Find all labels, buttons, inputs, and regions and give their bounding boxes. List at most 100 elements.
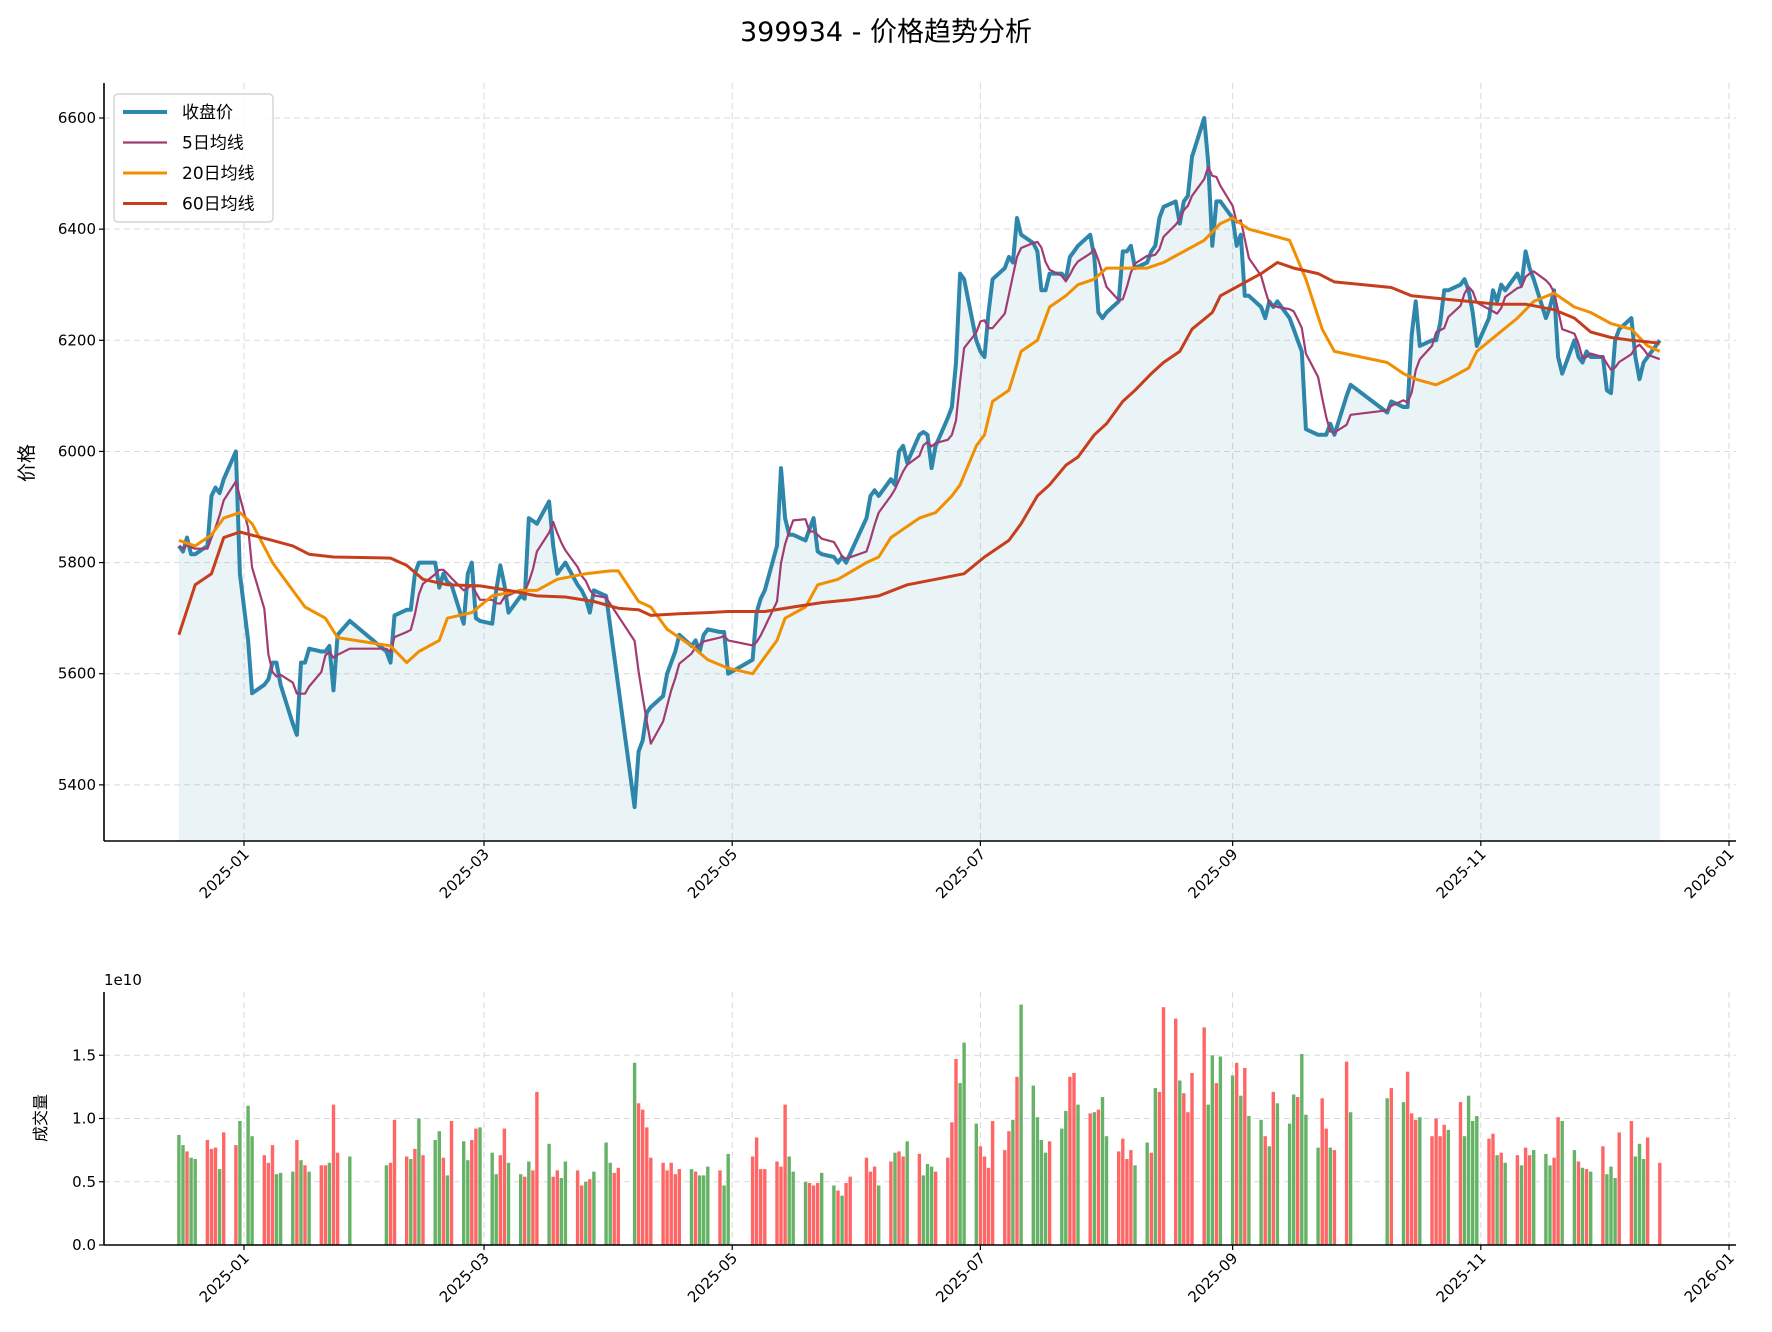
volume-bar [1092,1112,1096,1245]
volume-bar [840,1195,844,1245]
volume-bar [1418,1117,1422,1245]
volume-bar [872,1166,877,1245]
volume-bar [1495,1155,1499,1245]
volume-bar [246,1105,250,1245]
volume-bar [1556,1117,1560,1245]
volume-bar [270,1145,275,1245]
volume-bar [1475,1116,1479,1245]
volume-bar [1544,1153,1548,1245]
volume-bar [950,1122,954,1245]
volume-bar [417,1118,421,1245]
volume-bar [205,1140,210,1245]
volume-bar [319,1165,323,1245]
volume-bar [1064,1110,1068,1245]
volume-bar [1637,1143,1642,1245]
volume-bar [490,1152,494,1245]
volume-offset-label: 1e10 [104,971,142,989]
volume-bar [1263,1136,1267,1245]
volume-bar [929,1166,934,1245]
volume-bar [897,1151,901,1245]
volume-bar [693,1171,698,1245]
volume-bar [1304,1114,1308,1245]
volume-bar [1031,1085,1035,1245]
volume-bar [559,1178,563,1245]
volume-bar [616,1167,620,1245]
volume-bar [1641,1159,1646,1245]
price-y-axis-label: 价格 [16,444,38,482]
volume-bar [864,1157,869,1245]
volume-bar [1267,1146,1271,1245]
volume-bar [1015,1076,1019,1245]
price-y-tick-label: 6200 [58,331,96,349]
volume-bar [1499,1152,1503,1245]
volume-bar [1259,1119,1263,1245]
volume-bar [946,1157,950,1245]
volume-bar [1218,1056,1223,1245]
volume-bar [209,1148,214,1245]
volume-bar [1438,1136,1442,1245]
volume-bar [1100,1097,1105,1245]
volume-bar [807,1183,812,1245]
volume-bar [1190,1073,1194,1245]
volume-bar [1182,1093,1186,1245]
volume-bar [523,1176,527,1245]
volume-bar [754,1137,759,1245]
volume-bar [262,1155,266,1245]
volume-bar [1617,1132,1621,1245]
volume-bar [323,1165,328,1245]
volume-bar [787,1156,791,1245]
volume-bar [189,1157,193,1245]
volume-bar [1047,1141,1052,1245]
volume-bar [893,1152,897,1245]
volume-bar [413,1148,417,1245]
volume-bar [405,1156,409,1245]
volume-bar [990,1121,995,1245]
volume-bar [1320,1098,1324,1245]
volume-bar [677,1169,681,1245]
volume-bar [811,1185,816,1245]
legend-label-ma5: 5日均线 [182,134,244,154]
volume-bar [449,1121,454,1245]
volume-y-tick-label: 1.5 [72,1046,96,1064]
volume-bar [844,1183,848,1245]
volume-bar [763,1169,767,1245]
ma20-line [178,216,1661,676]
price-y-tick-label: 5600 [58,665,96,683]
volume-bar [775,1161,779,1245]
volume-bar [1133,1165,1137,1245]
volume-bar [1601,1146,1605,1245]
volume-bar [234,1145,238,1245]
volume-bar [441,1157,446,1245]
volume-y-tick-label: 0.0 [72,1236,96,1254]
volume-bar [527,1161,531,1245]
volume-y-axis-label: 成交量 [31,1094,50,1142]
volume-bar [563,1161,568,1245]
volume-bar [921,1175,926,1245]
volume-bar [816,1183,820,1245]
volume-bar [1043,1152,1048,1245]
volume-bar [877,1185,881,1245]
volume-bar [222,1132,226,1245]
volume-bar [181,1145,185,1245]
volume-bar [478,1127,482,1245]
price-y-tick-label: 6400 [58,220,96,238]
volume-bar [820,1172,824,1245]
volume-bar [274,1174,279,1245]
volume-bar [1060,1128,1064,1245]
volume-bar [1344,1061,1349,1245]
volume-bar [1462,1136,1467,1245]
volume-bar [608,1162,612,1245]
volume-bar [1019,1004,1023,1245]
volume-bar [388,1162,393,1245]
volume-bar [978,1146,983,1245]
volume-bar [1324,1128,1328,1245]
volume-bar [1332,1150,1337,1245]
volume-bar [1430,1136,1434,1245]
volume-bar [238,1121,242,1245]
volume-bar [783,1104,787,1245]
volume-bar [962,1042,966,1245]
volume-bar [832,1185,836,1245]
volume-bar [722,1185,726,1245]
volume-bar [1129,1150,1133,1245]
close-price-area-fill [178,118,1660,841]
